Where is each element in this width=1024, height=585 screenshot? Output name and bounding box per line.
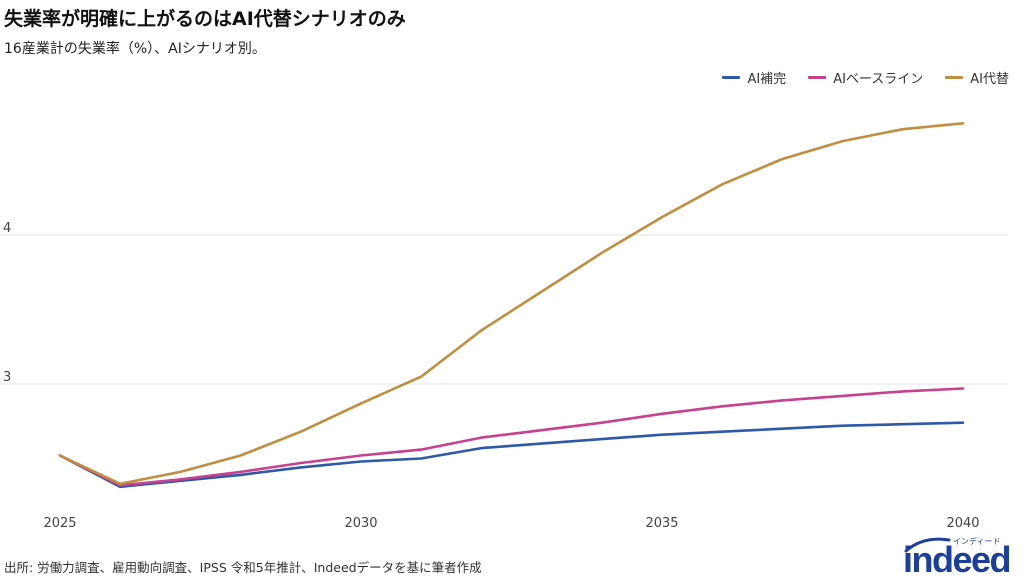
legend: AI補完 AIベースライン AI代替 (722, 68, 1009, 87)
legend-label-ai-baseline: AIベースライン (833, 72, 924, 87)
chart-subtitle: 16産業計の失業率（%）、AIシナリオ別。 (4, 41, 266, 57)
source-note: 出所: 労働力調査、雇用動向調査、IPSS 令和5年推計、Indeedデータを基… (4, 560, 482, 575)
legend-swatch-ai-replacement (945, 76, 964, 79)
logo-swoosh-icon (904, 537, 951, 553)
legend-label-ai-complement: AI補完 (747, 72, 787, 87)
y-tick-label-3: 3 (3, 370, 11, 385)
series-line-ai-replacement (58, 122, 965, 486)
legend-swatch-ai-baseline (808, 76, 827, 79)
series-line-ai-complement (58, 421, 965, 489)
series-line-ai-baseline (58, 387, 965, 487)
legend-swatch-ai-complement (722, 76, 741, 79)
chart-title: 失業率が明確に上がるのはAI代替シナリオのみ (4, 8, 406, 30)
legend-item-ai-baseline: AIベースライン (808, 68, 923, 87)
x-tick-label-2025: 2025 (43, 516, 76, 531)
y-tick-label-4: 4 (3, 221, 11, 236)
legend-item-ai-replacement: AI代替 (945, 68, 1009, 87)
x-tick-label-2035: 2035 (645, 516, 678, 531)
x-tick-label-2030: 2030 (344, 516, 377, 531)
legend-item-ai-complement: AI補完 (722, 68, 786, 87)
legend-label-ai-replacement: AI代替 (970, 72, 1009, 87)
logo-kana: インディード (953, 537, 1001, 546)
x-tick-label-2040: 2040 (946, 516, 979, 531)
indeed-logo: インディード indeed (903, 534, 1015, 580)
logo-wordmark: indeed (903, 539, 1012, 580)
